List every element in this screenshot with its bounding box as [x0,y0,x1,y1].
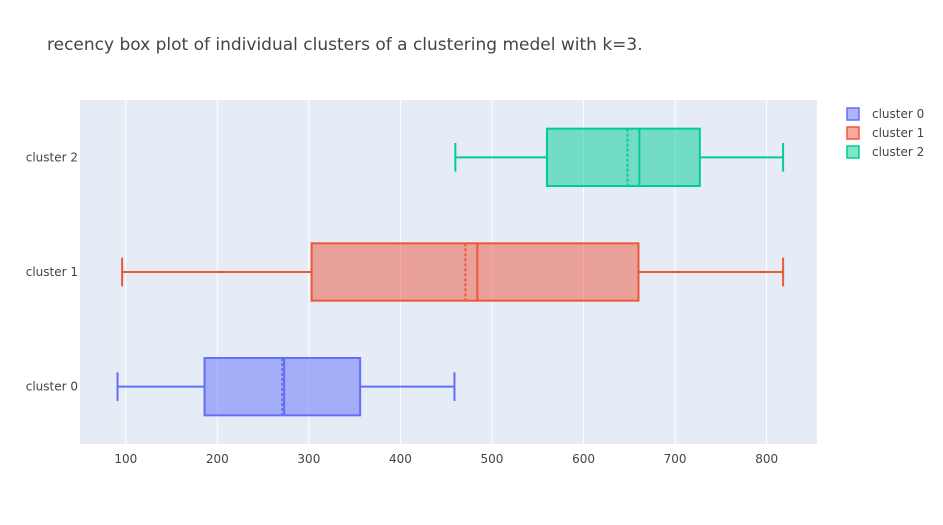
x-tick-label: 200 [206,452,229,466]
y-category-label: cluster 0 [26,380,78,394]
box-cluster-1[interactable] [121,242,785,302]
legend-swatch [846,145,860,159]
iqr-box [203,357,362,417]
legend-swatch [846,126,860,140]
iqr-box [310,242,640,302]
box-cluster-0[interactable] [116,357,456,417]
legend-label: cluster 2 [872,145,924,159]
legend-item-cluster-2[interactable]: cluster 2 [846,145,924,159]
y-axis-categories: cluster 0 cluster 1 cluster 2 [26,150,78,393]
legend-label: cluster 0 [872,107,924,121]
y-category-label: cluster 1 [26,265,78,279]
x-tick-label: 100 [114,452,137,466]
x-tick-label: 400 [389,452,412,466]
boxes [116,127,785,417]
iqr-box [545,127,701,188]
legend-swatch [846,107,860,121]
legend-item-cluster-0[interactable]: cluster 0 [846,107,924,121]
legend-item-cluster-1[interactable]: cluster 1 [846,126,924,140]
legend[interactable]: cluster 0 cluster 1 cluster 2 [846,107,924,159]
legend-label: cluster 1 [872,126,924,140]
x-tick-label: 600 [572,452,595,466]
x-tick-label: 500 [481,452,504,466]
x-tick-label: 300 [297,452,320,466]
x-tick-label: 700 [664,452,687,466]
x-axis-ticks: 100 200 300 400 500 600 700 800 [114,452,778,466]
x-tick-label: 800 [755,452,778,466]
box-cluster-2[interactable] [454,127,785,188]
y-category-label: cluster 2 [26,150,78,164]
chart-title: recency box plot of individual clusters … [47,35,643,55]
